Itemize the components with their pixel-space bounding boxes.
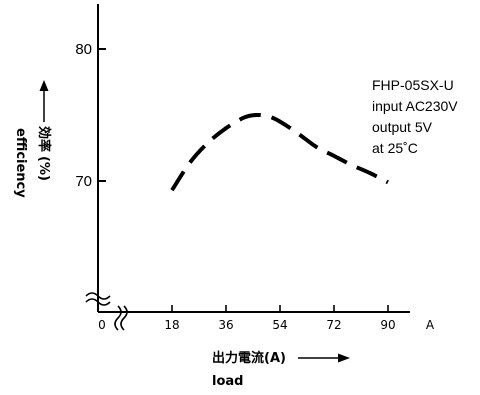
efficiency-curve [170, 112, 389, 192]
x-tick-label-54: 54 [272, 318, 287, 332]
x-tick-label-72: 72 [326, 318, 341, 332]
x-axis-right-arrow [298, 353, 350, 363]
annotation-temperature: at 25˚C [372, 140, 418, 156]
x-tick-label-18: 18 [164, 318, 179, 332]
y-tick-label-80: 80 [75, 41, 92, 58]
annotation-model: FHP-05SX-U [372, 77, 454, 93]
x-tick-label-90: 90 [380, 318, 395, 332]
x-axis-label-jp: 出力電流(A) [212, 350, 286, 366]
x-tick-label-36: 36 [218, 318, 233, 332]
y-axis-up-arrow [39, 80, 49, 122]
y-axis-break-mark [85, 292, 111, 306]
x-tick-label-0: 0 [98, 318, 106, 332]
y-axis-label-jp: 効率 [36, 126, 52, 152]
annotation-output: output 5V [372, 119, 433, 135]
y-axis-label-en: efficiency [13, 128, 28, 198]
x-ticks [171, 305, 389, 312]
y-axis-label-unit: (%) [36, 156, 51, 181]
x-axis-break-mark [114, 305, 128, 331]
x-axis-label-en: load [212, 374, 243, 389]
x-unit-label: A [426, 318, 435, 332]
annotation-input: input AC230V [372, 98, 458, 114]
y-tick-label-70: 70 [75, 173, 92, 190]
